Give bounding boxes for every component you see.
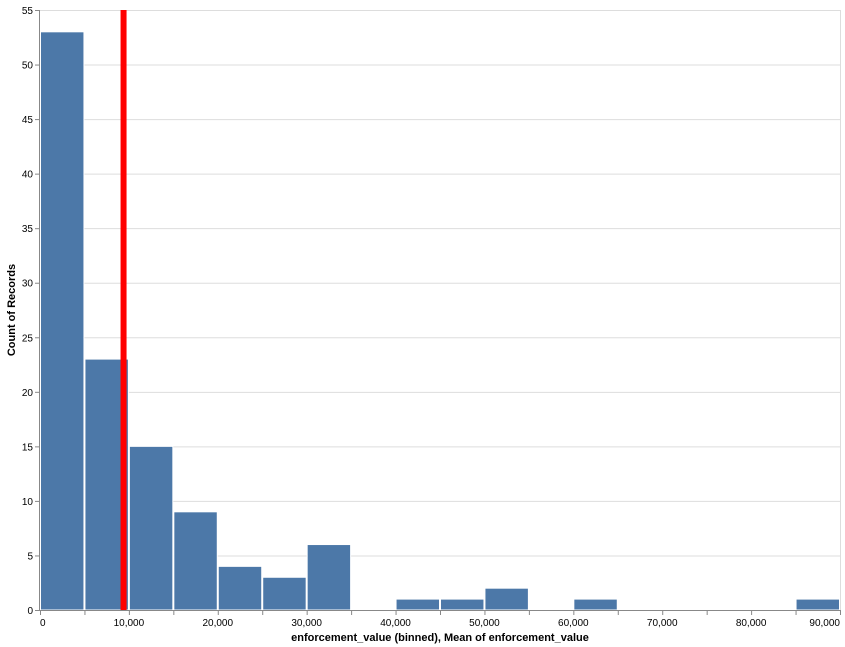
histogram-bar [262, 576, 307, 611]
x-tick-label: 20,000 [202, 618, 233, 629]
histogram-bar [217, 565, 263, 611]
histogram-bar [573, 598, 618, 611]
x-tick-label: 10,000 [114, 618, 145, 629]
x-tick-label: 90,000 [809, 618, 840, 629]
x-tick-label: 80,000 [736, 618, 767, 629]
y-axis-title: Count of Records [6, 264, 18, 356]
y-tick-label: 15 [22, 442, 34, 453]
x-tick-label: 50,000 [469, 618, 500, 629]
histogram-bars [40, 31, 840, 611]
x-tick-label: 0 [40, 618, 46, 629]
y-tick-label: 0 [27, 606, 33, 617]
histogram-bar [306, 544, 352, 611]
histogram-bar [128, 445, 174, 611]
y-tick-label: 30 [22, 279, 34, 290]
histogram-bar [40, 31, 85, 611]
histogram-bar [484, 587, 529, 611]
y-tick-label: 5 [27, 551, 33, 562]
y-tick-label: 55 [22, 6, 34, 17]
y-tick-label: 50 [22, 61, 34, 72]
x-tick-label: 70,000 [647, 618, 678, 629]
x-axis-title: enforcement_value (binned), Mean of enfo… [291, 632, 589, 644]
y-tick-label: 40 [22, 170, 34, 181]
y-tick-label: 45 [22, 115, 34, 126]
x-tick-label: 60,000 [558, 618, 589, 629]
axes: 0 5 10 15 20 25 30 35 40 45 50 55 0 10,000 20,000 30,00… [22, 6, 841, 629]
histogram-bar [395, 598, 440, 611]
y-tick-label: 10 [22, 497, 34, 508]
histogram-bar [795, 598, 840, 611]
x-tick-label: 40,000 [380, 618, 411, 629]
x-tick-label: 30,000 [291, 618, 322, 629]
y-tick-label: 25 [22, 333, 34, 344]
histogram-bar [440, 598, 485, 611]
y-tick-label: 35 [22, 224, 34, 235]
histogram-bar [173, 511, 218, 611]
y-tick-label: 20 [22, 388, 34, 399]
